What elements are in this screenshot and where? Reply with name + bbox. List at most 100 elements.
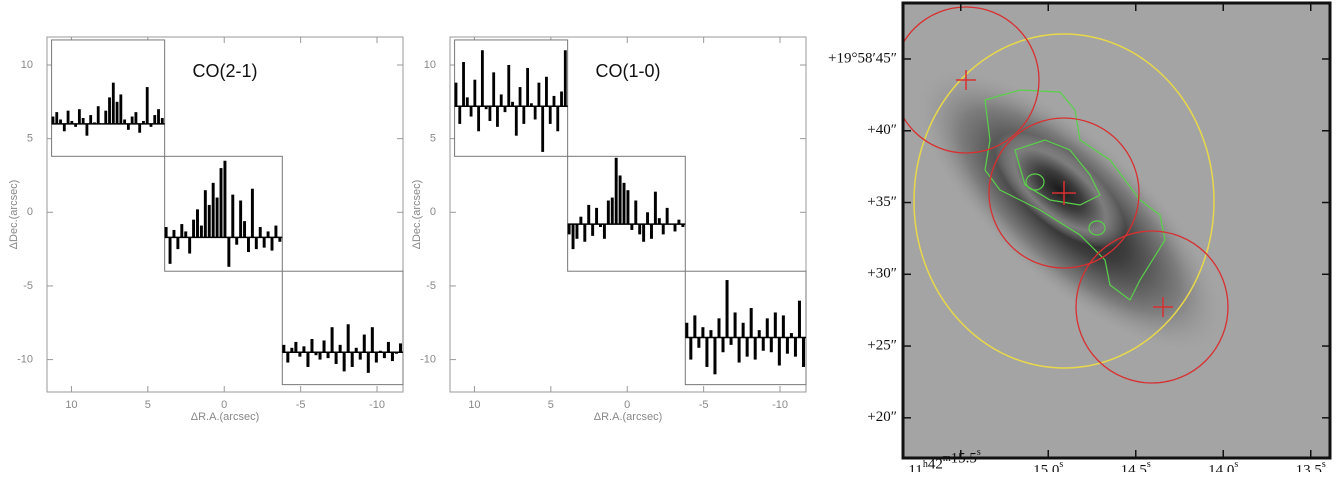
spectrum-bar bbox=[51, 116, 55, 124]
image-frame bbox=[901, 1, 1332, 460]
spectrum-bar bbox=[556, 106, 560, 132]
x-tick-label: 10 bbox=[65, 399, 77, 411]
spectrum-bar bbox=[278, 237, 282, 242]
spectrum-bar bbox=[741, 322, 745, 338]
position-cross bbox=[956, 70, 1173, 317]
spectrum-bar bbox=[681, 224, 685, 228]
y-tick-label: 0 bbox=[27, 206, 33, 218]
spectrum-bar bbox=[753, 337, 757, 360]
spectrum-bar bbox=[462, 62, 465, 107]
spectrum-bar bbox=[142, 120, 145, 124]
spectrum-bar bbox=[358, 352, 362, 360]
spectrum-bar bbox=[749, 308, 753, 338]
x-tick-label: 13.5s bbox=[1296, 459, 1326, 472]
spectrum-bar bbox=[785, 337, 789, 354]
spectrum-bar bbox=[713, 337, 717, 375]
spectrum-bar bbox=[130, 116, 134, 124]
spectrum-bar bbox=[346, 324, 350, 353]
contour bbox=[1025, 173, 1045, 191]
spectrum-bar bbox=[306, 352, 310, 367]
spectrum-bar bbox=[496, 106, 499, 127]
spectrum-bar bbox=[757, 330, 761, 338]
spectrum-bar bbox=[188, 237, 192, 254]
spectrum-bar bbox=[575, 224, 579, 239]
spectrum-bar bbox=[164, 227, 168, 238]
spectrum-bar bbox=[638, 224, 642, 235]
spectrum-bar bbox=[548, 106, 552, 124]
spectrum-bar bbox=[302, 346, 306, 353]
spectrum-bar bbox=[250, 188, 254, 238]
spectrum-bar bbox=[465, 97, 469, 107]
spectrum-bar bbox=[270, 237, 274, 251]
image-panel bbox=[901, 1, 1332, 460]
spectrum-bar bbox=[211, 182, 215, 238]
spectrum-bar bbox=[172, 229, 176, 238]
spectrum-bar bbox=[473, 79, 477, 107]
spectrum-bar bbox=[689, 337, 693, 360]
spectrum-bar bbox=[725, 280, 729, 338]
spectrum-bar bbox=[394, 352, 398, 354]
spectrum-bar bbox=[492, 72, 496, 107]
spectrum-bar bbox=[499, 94, 503, 107]
spectrum-bar bbox=[326, 352, 330, 359]
spectrum-bar bbox=[108, 97, 111, 124]
x-axis-label: ΔR.A.(arcsec) bbox=[594, 411, 662, 423]
y-tick-label: +40″ bbox=[867, 122, 897, 138]
x-tick-label: -10 bbox=[369, 399, 385, 411]
spectrum-bar bbox=[219, 168, 223, 238]
spectrum-bar bbox=[622, 182, 626, 225]
y-tick-label: 5 bbox=[27, 133, 33, 145]
spectrum-bar bbox=[626, 190, 630, 225]
y-tick-label: 0 bbox=[430, 206, 436, 218]
spectrum-bar bbox=[591, 224, 595, 236]
contour bbox=[1088, 220, 1106, 236]
y-axis-label: ΔDec.(arcsec) bbox=[411, 180, 423, 250]
spectrum-bar bbox=[458, 106, 462, 124]
spectrum-bar bbox=[705, 337, 709, 367]
spectrum-bar bbox=[192, 219, 196, 238]
spectrum-bar bbox=[77, 109, 81, 124]
plot-frame bbox=[46, 36, 404, 393]
spectrum-bar bbox=[247, 237, 250, 253]
spectrum-bar bbox=[390, 352, 394, 362]
spectrum-bar bbox=[70, 120, 74, 124]
spectrum-bar bbox=[709, 330, 713, 338]
y-tick-label: -10 bbox=[17, 353, 33, 365]
spectrum-bar bbox=[488, 106, 492, 121]
x-tick-label: 0 bbox=[624, 399, 630, 411]
spectrum-bar bbox=[157, 109, 160, 124]
spectrum-bar bbox=[560, 91, 563, 107]
x-tick-label: 14.0s bbox=[1208, 459, 1238, 472]
spectrum-bar bbox=[66, 110, 70, 124]
y-tick-label: 5 bbox=[430, 133, 436, 145]
spectrum-bar bbox=[184, 231, 188, 238]
spectrum-bar bbox=[484, 106, 488, 110]
spectrum-bar bbox=[134, 112, 138, 124]
spectrum-bar bbox=[618, 175, 622, 225]
spectrum-bar bbox=[145, 87, 149, 124]
spectrum-bar bbox=[533, 106, 537, 120]
spectrum-bar bbox=[614, 157, 618, 225]
spectrum-bar bbox=[330, 327, 334, 353]
spectrum-bar bbox=[673, 224, 677, 232]
spectrum-bar bbox=[310, 338, 314, 353]
spectrum-bar bbox=[469, 106, 473, 117]
y-tick-label: +25″ bbox=[867, 337, 897, 353]
galaxy-core bbox=[994, 132, 1126, 248]
spectrum-bar bbox=[366, 352, 370, 373]
spectrum-bar bbox=[196, 209, 199, 238]
spectrum-bar bbox=[634, 200, 638, 225]
spectrum-bar bbox=[398, 343, 402, 353]
spectrum-bar bbox=[610, 197, 614, 225]
spectrum-bar bbox=[789, 333, 793, 338]
spectrum-bar bbox=[282, 344, 286, 353]
spectrum-bar bbox=[243, 221, 247, 238]
spectrum-bar bbox=[595, 207, 599, 225]
spectrum-bar bbox=[630, 224, 634, 230]
spectrum-bar bbox=[721, 337, 725, 353]
spectrum-bar bbox=[55, 112, 59, 124]
spectrum-bar bbox=[653, 191, 657, 225]
spectrum-bar bbox=[362, 334, 366, 353]
spectrum-bar bbox=[180, 224, 184, 238]
x-tick-label: -10 bbox=[772, 399, 788, 411]
